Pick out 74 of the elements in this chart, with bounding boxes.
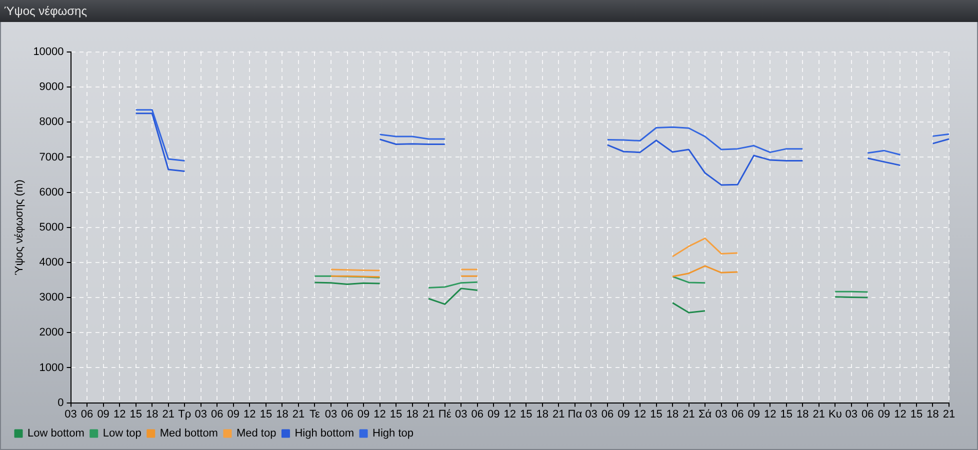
x-tick-label: 09 [618,408,630,420]
x-tick-label: Πα [568,408,583,420]
x-tick-label: 15 [390,408,402,420]
x-tick-label: 12 [244,408,256,420]
x-tick-label: Κυ [828,408,842,420]
x-tick-label: Πέ [438,408,452,420]
x-tick-label: 15 [910,408,923,420]
x-tick-label: 18 [146,408,158,420]
x-tick-label: 03 [64,408,77,420]
x-tick-label: 06 [80,408,94,420]
x-tick-label: 15 [520,408,532,420]
y-tick-label: 0 [58,396,64,409]
x-tick-label: 03 [715,408,728,420]
x-tick-label: 18 [406,408,418,420]
legend-label: High bottom [294,428,354,440]
x-tick-label: 03 [324,408,338,420]
legend-label: High top [372,428,414,440]
x-tick-label: 09 [878,408,890,420]
x-tick-label: 21 [812,408,826,420]
y-tick-label: 7000 [39,151,64,164]
x-tick-label: 06 [471,408,484,420]
x-tick-label: 21 [682,408,695,420]
x-tick-label: 12 [113,408,126,420]
x-tick-label: 21 [292,408,305,420]
x-tick-label: 09 [227,408,240,420]
x-tick-label: 09 [488,408,500,420]
legend-label: Med bottom [160,428,218,440]
x-tick-label: 12 [504,408,516,420]
x-tick-label: 06 [341,408,354,420]
y-axis-title: Ύψος νέφωσης (m) [14,180,26,276]
x-tick-label: 18 [536,408,549,420]
x-tick-label: 18 [926,408,939,420]
chart-title: Ύψος νέφωσης [0,0,978,22]
legend-label: Low top [102,428,142,440]
x-tick-label: 12 [634,408,646,420]
x-tick-label: Σά [698,408,712,420]
y-tick-label: 3000 [39,292,64,304]
x-tick-label: 03 [194,408,208,420]
x-tick-label: 21 [552,408,565,420]
y-tick-label: 9000 [39,81,64,94]
x-tick-label: 18 [666,408,679,420]
legend-label: Low bottom [28,428,84,440]
x-tick-label: 15 [650,408,662,420]
x-tick-label: 12 [374,408,386,420]
x-tick-label: 06 [862,408,874,420]
x-tick-label: 09 [748,408,760,420]
x-tick-label: 06 [211,408,224,420]
x-tick-label: 06 [731,408,744,420]
x-tick-label: 03 [845,408,858,420]
y-tick-label: 6000 [39,186,64,198]
x-tick-label: 09 [97,408,110,420]
x-tick-label: 06 [601,408,614,420]
x-tick-label: 09 [357,408,370,420]
legend-label: Med top [236,428,276,440]
x-tick-label: 03 [454,408,468,420]
y-tick-label: 5000 [39,221,64,234]
x-tick-label: 21 [422,408,435,420]
y-tick-label: 1000 [39,362,64,374]
x-tick-label: 12 [894,408,906,420]
y-tick-label: 4000 [39,256,64,269]
x-tick-label: 21 [942,408,956,420]
x-tick-label: 21 [162,408,174,420]
x-tick-label: 15 [260,408,272,420]
x-tick-label: 18 [276,408,288,420]
x-tick-label: 18 [796,408,809,420]
x-tick-label: 03 [585,408,598,420]
x-tick-label: 12 [764,408,776,420]
y-tick-label: 8000 [39,116,64,128]
y-tick-label: 2000 [39,326,64,339]
x-tick-label: 15 [780,408,792,420]
x-tick-label: Τρ [178,408,192,420]
x-tick-label: 15 [130,408,142,420]
x-tick-label: Τε [310,408,320,420]
y-tick-label: 10000 [33,46,64,58]
